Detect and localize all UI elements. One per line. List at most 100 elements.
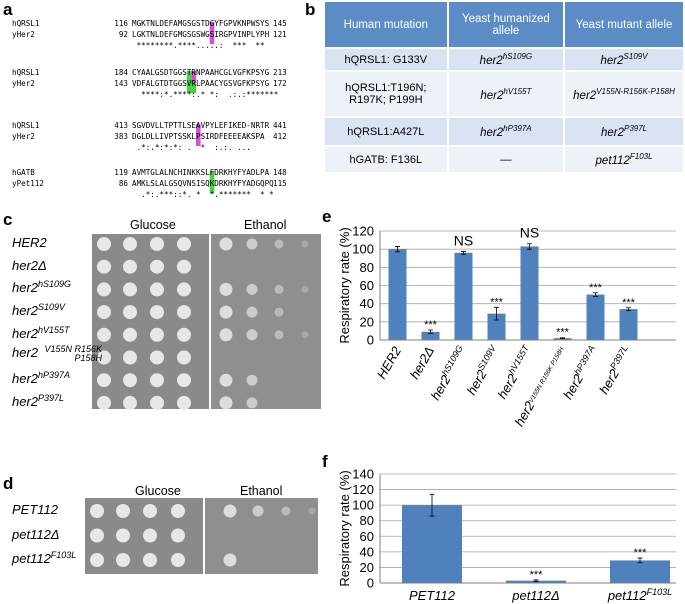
x-tick-label: pet112F103L [607,587,672,603]
strain-label: her2P397L [12,392,65,409]
bar [421,331,440,340]
colony-spot [252,505,264,517]
significance-label: *** [490,296,504,308]
label-sup: hS109G [502,52,533,62]
bar [610,560,670,583]
colony-spot [219,237,233,251]
colony-spot [219,373,233,387]
label-text: her2 [12,393,39,409]
strain-label: pet112F103L [12,551,76,567]
panel-label: c [3,210,13,229]
y-tick-label: 20 [360,560,374,575]
label-sup: F103L [647,587,673,597]
colony-spot [177,237,191,251]
colony-spot [97,395,111,410]
sequence: VDFALGTDTGGSVRLPAACYGSVGFKPSYG [132,79,270,88]
colony-spot [150,327,164,342]
sequence-end: 121 [273,30,287,39]
sequence: DGLDLLIVPTSSKLPSIRDFEEEEAKSPA [132,132,265,141]
y-axis-title: Respiratory rate (%) [337,227,352,343]
y-tick-label: 60 [360,278,374,293]
error-bar [395,246,400,253]
sequence-start: 184 [114,68,128,77]
x-tick-label: pet112Δ [511,588,560,603]
table-cell: her2V155N-R156K-P158H [563,70,685,118]
significance-label: NS [520,225,539,241]
colony-spot [171,504,185,518]
sequence: AVMTGLALNCHINKKSLFDRKHYFYADLPA [132,168,270,177]
label-sup: hV155T [503,86,532,96]
sequence: CYAALGSDTGGSTRNPAAHCGLVGFKPSYG [132,68,270,77]
highlight [209,171,215,193]
table-cell: hQRSL1:T196N; R197K; P199H [323,70,449,118]
label-sup: P397L [38,392,65,403]
colony-spot [219,396,233,410]
label-sup: V155N R156K P158H [528,345,566,404]
table-cell: hQRSL1:A427L [323,116,449,147]
sequence-name: hGATB [12,168,35,177]
table-row: hQRSL1: G133V her2 hS109G her2S109V [323,47,685,72]
y-tick-label: 60 [360,529,374,544]
colony-spot [219,328,233,342]
label-text: her2 [480,89,504,102]
table-cell: her2hP397A [446,116,566,147]
sequence-end: 213 [273,68,287,77]
colony-spot [143,553,157,567]
label-sup: V155N R156K P158H [44,343,103,363]
sequence-end: 412 [273,132,287,141]
label-sup: hV155T [506,342,531,376]
label-text: — [500,153,512,166]
label-text: hQRSL1:T196N; R197K; P199H [345,82,427,106]
colony-spot [274,239,284,249]
colony-spot [219,282,233,296]
sequence: MGKTNLDEFAMGSGSTDGYFGPVKNPWSYS [132,19,270,28]
colony-spot [274,284,284,294]
colony-spot [123,327,137,342]
label-text: her2 [12,344,39,360]
label-text: pet112 [12,551,51,566]
label-text: hQRSL1: G133V [344,53,428,66]
y-tick-label: 80 [360,260,374,275]
colony-spot [116,553,130,567]
table-cell: her2S109V [563,47,685,72]
colony-spot [246,329,258,341]
label-text: her2 [12,371,39,387]
label-text: her2Δ [407,344,437,382]
label-sup: S109V [623,52,648,62]
colony-spot [177,327,191,342]
sequence-end: 145 [273,19,287,28]
error-bar [533,579,539,582]
y-tick-label: 40 [360,544,374,559]
table-row: hGATB: F136L — pet112F103L [323,145,685,174]
significance-label: NS [454,232,473,248]
label-sup: hV155T [38,324,70,335]
colony-spot [90,504,104,518]
significance-label: *** [622,297,636,309]
colony-spot [123,237,137,251]
sequence-end: 441 [273,121,287,130]
bar [520,246,539,340]
label-sup: hP397A [38,370,71,381]
colony-spot [171,528,185,543]
strain-label: HER2 [12,235,47,250]
label-text: her2 [600,54,624,67]
significance-label: *** [530,569,544,581]
label-text: her2 [494,371,520,402]
colony-spot [274,307,284,317]
bar [487,313,506,340]
sequence-name: yHer2 [12,132,35,141]
consensus: .*:.*:*:*: . * :.:. ... [132,143,251,152]
label-text: her2 [464,367,490,398]
error-bar [429,493,435,517]
highlight [186,71,192,93]
error-bar [626,307,631,311]
sequence-end: 115 [273,179,287,188]
colony-spot [116,504,130,518]
colony-spot [150,282,164,297]
label-sup: hS109G [440,344,465,378]
strain-label: PET112 [12,502,58,517]
label-sup: P397L [608,344,630,372]
strain-label: her2S109V [12,303,65,319]
x-tick-label: her2Δ [407,344,437,382]
